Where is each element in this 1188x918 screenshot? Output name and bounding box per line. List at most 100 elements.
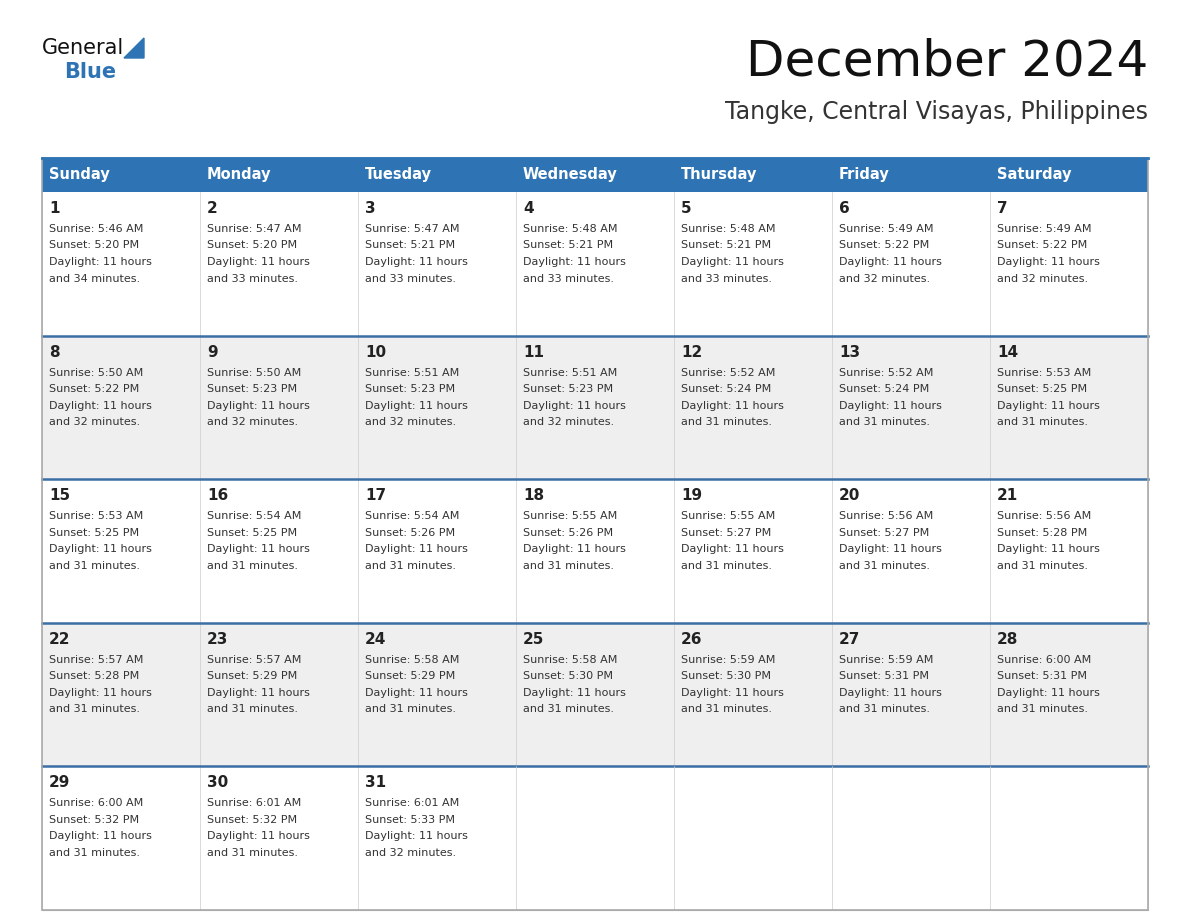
Text: Monday: Monday — [207, 167, 272, 183]
Text: Daylight: 11 hours: Daylight: 11 hours — [681, 688, 784, 698]
Text: Sunset: 5:30 PM: Sunset: 5:30 PM — [523, 671, 613, 681]
Bar — [674, 767, 832, 910]
Text: Daylight: 11 hours: Daylight: 11 hours — [49, 544, 152, 554]
Bar — [358, 622, 516, 767]
Text: Sunset: 5:20 PM: Sunset: 5:20 PM — [207, 241, 297, 251]
Text: 30: 30 — [207, 776, 228, 790]
Bar — [990, 336, 1148, 479]
Text: Sunrise: 5:51 AM: Sunrise: 5:51 AM — [523, 367, 618, 377]
Text: and 32 minutes.: and 32 minutes. — [49, 417, 140, 427]
Text: Daylight: 11 hours: Daylight: 11 hours — [523, 544, 626, 554]
Text: Wednesday: Wednesday — [523, 167, 618, 183]
Text: Sunset: 5:28 PM: Sunset: 5:28 PM — [997, 528, 1087, 538]
Text: Sunrise: 5:49 AM: Sunrise: 5:49 AM — [839, 224, 934, 234]
Bar — [832, 767, 990, 910]
Text: Sunset: 5:23 PM: Sunset: 5:23 PM — [207, 384, 297, 394]
Text: and 31 minutes.: and 31 minutes. — [523, 704, 614, 714]
Text: 24: 24 — [365, 632, 386, 647]
Text: and 31 minutes.: and 31 minutes. — [997, 561, 1088, 571]
Text: Sunrise: 5:56 AM: Sunrise: 5:56 AM — [997, 511, 1092, 521]
Text: Sunrise: 5:59 AM: Sunrise: 5:59 AM — [839, 655, 934, 665]
Text: Sunset: 5:23 PM: Sunset: 5:23 PM — [365, 384, 455, 394]
Text: Sunrise: 5:46 AM: Sunrise: 5:46 AM — [49, 224, 144, 234]
Bar — [832, 158, 990, 192]
Bar — [990, 479, 1148, 622]
Bar — [358, 479, 516, 622]
Polygon shape — [124, 38, 144, 58]
Text: and 33 minutes.: and 33 minutes. — [207, 274, 298, 284]
Text: Sunrise: 5:58 AM: Sunrise: 5:58 AM — [523, 655, 618, 665]
Text: 1: 1 — [49, 201, 59, 216]
Text: 3: 3 — [365, 201, 375, 216]
Text: and 31 minutes.: and 31 minutes. — [681, 417, 772, 427]
Text: Sunrise: 5:47 AM: Sunrise: 5:47 AM — [207, 224, 302, 234]
Text: Tuesday: Tuesday — [365, 167, 432, 183]
Bar — [832, 622, 990, 767]
Text: Sunset: 5:32 PM: Sunset: 5:32 PM — [49, 815, 139, 825]
Text: and 32 minutes.: and 32 minutes. — [523, 417, 614, 427]
Bar — [674, 158, 832, 192]
Text: 11: 11 — [523, 344, 544, 360]
Text: 6: 6 — [839, 201, 849, 216]
Text: 12: 12 — [681, 344, 702, 360]
Text: 16: 16 — [207, 488, 228, 503]
Text: and 32 minutes.: and 32 minutes. — [207, 417, 298, 427]
Bar — [42, 158, 200, 192]
Bar — [42, 192, 200, 336]
Text: 7: 7 — [997, 201, 1007, 216]
Text: Daylight: 11 hours: Daylight: 11 hours — [49, 688, 152, 698]
Text: Sunset: 5:26 PM: Sunset: 5:26 PM — [365, 528, 455, 538]
Bar — [674, 622, 832, 767]
Text: 23: 23 — [207, 632, 228, 647]
Text: Daylight: 11 hours: Daylight: 11 hours — [523, 257, 626, 267]
Text: 8: 8 — [49, 344, 59, 360]
Text: Sunrise: 6:00 AM: Sunrise: 6:00 AM — [997, 655, 1092, 665]
Bar — [516, 479, 674, 622]
Text: Friday: Friday — [839, 167, 890, 183]
Text: Sunrise: 6:01 AM: Sunrise: 6:01 AM — [207, 799, 302, 809]
Text: Daylight: 11 hours: Daylight: 11 hours — [365, 257, 468, 267]
Text: Sunrise: 5:54 AM: Sunrise: 5:54 AM — [207, 511, 302, 521]
Text: Sunrise: 5:47 AM: Sunrise: 5:47 AM — [365, 224, 460, 234]
Text: Sunset: 5:21 PM: Sunset: 5:21 PM — [365, 241, 455, 251]
Text: Daylight: 11 hours: Daylight: 11 hours — [365, 832, 468, 842]
Text: and 31 minutes.: and 31 minutes. — [839, 417, 930, 427]
Text: 4: 4 — [523, 201, 533, 216]
Text: Daylight: 11 hours: Daylight: 11 hours — [207, 544, 310, 554]
Text: Sunset: 5:30 PM: Sunset: 5:30 PM — [681, 671, 771, 681]
Bar — [200, 192, 358, 336]
Bar — [200, 622, 358, 767]
Bar — [358, 767, 516, 910]
Text: Sunrise: 5:53 AM: Sunrise: 5:53 AM — [49, 511, 144, 521]
Text: and 31 minutes.: and 31 minutes. — [207, 704, 298, 714]
Bar — [200, 767, 358, 910]
Text: and 32 minutes.: and 32 minutes. — [839, 274, 930, 284]
Text: Sunset: 5:21 PM: Sunset: 5:21 PM — [523, 241, 613, 251]
Text: 28: 28 — [997, 632, 1018, 647]
Text: General: General — [42, 38, 125, 58]
Text: Daylight: 11 hours: Daylight: 11 hours — [681, 257, 784, 267]
Bar — [358, 158, 516, 192]
Text: Daylight: 11 hours: Daylight: 11 hours — [839, 688, 942, 698]
Text: 10: 10 — [365, 344, 386, 360]
Bar — [516, 622, 674, 767]
Text: Sunrise: 5:57 AM: Sunrise: 5:57 AM — [49, 655, 144, 665]
Bar — [42, 336, 200, 479]
Text: and 31 minutes.: and 31 minutes. — [207, 848, 298, 858]
Text: Sunset: 5:24 PM: Sunset: 5:24 PM — [839, 384, 929, 394]
Bar — [990, 767, 1148, 910]
Text: 31: 31 — [365, 776, 386, 790]
Text: Sunset: 5:22 PM: Sunset: 5:22 PM — [839, 241, 929, 251]
Text: 20: 20 — [839, 488, 860, 503]
Text: Sunrise: 5:48 AM: Sunrise: 5:48 AM — [681, 224, 776, 234]
Text: and 31 minutes.: and 31 minutes. — [839, 704, 930, 714]
Text: 26: 26 — [681, 632, 702, 647]
Text: Sunrise: 6:01 AM: Sunrise: 6:01 AM — [365, 799, 460, 809]
Bar — [200, 336, 358, 479]
Text: Sunset: 5:27 PM: Sunset: 5:27 PM — [839, 528, 929, 538]
Text: and 31 minutes.: and 31 minutes. — [207, 561, 298, 571]
Text: and 31 minutes.: and 31 minutes. — [681, 704, 772, 714]
Text: Sunset: 5:29 PM: Sunset: 5:29 PM — [207, 671, 297, 681]
Text: Daylight: 11 hours: Daylight: 11 hours — [49, 832, 152, 842]
Bar — [42, 622, 200, 767]
